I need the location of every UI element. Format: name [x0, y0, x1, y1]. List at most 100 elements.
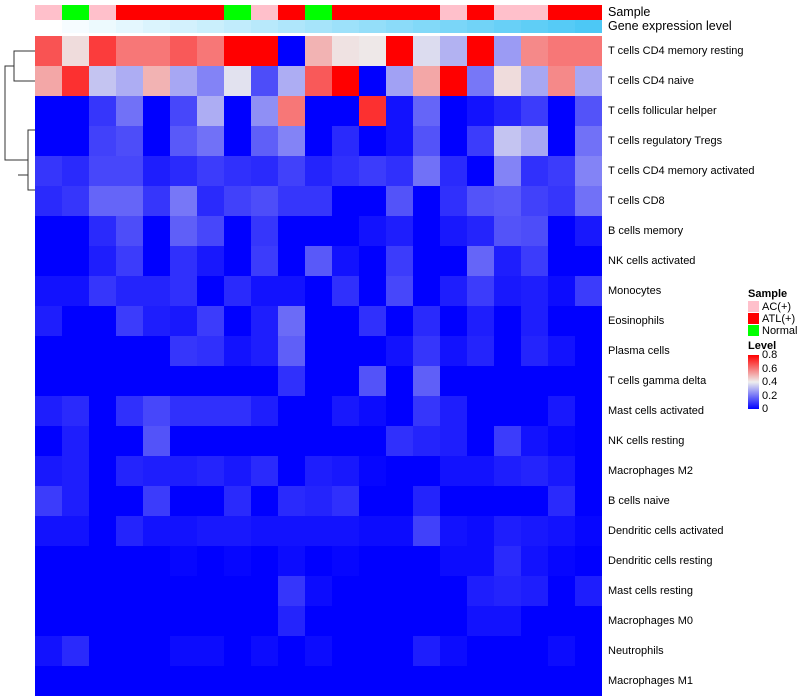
heatmap-cell: [440, 306, 467, 336]
gene-level-cell: [143, 20, 170, 33]
heatmap-cell: [278, 576, 305, 606]
heatmap-cell: [116, 96, 143, 126]
heatmap-cell: [62, 576, 89, 606]
legend-swatch-atl: [748, 313, 759, 324]
heatmap-cell: [494, 426, 521, 456]
heatmap-cell: [386, 516, 413, 546]
heatmap-cell: [305, 36, 332, 66]
heatmap-cell: [251, 426, 278, 456]
heatmap-cell: [548, 336, 575, 366]
heatmap-cell: [35, 216, 62, 246]
heatmap-cell: [332, 216, 359, 246]
heatmap-cell: [494, 96, 521, 126]
heatmap-cell: [332, 96, 359, 126]
heatmap-cell: [89, 426, 116, 456]
heatmap-cell: [467, 546, 494, 576]
heatmap-cell: [548, 456, 575, 486]
sample-cell: [116, 5, 143, 20]
heatmap-cell: [359, 186, 386, 216]
level-tick-0.8: 0.8: [762, 349, 778, 361]
heatmap-cell: [35, 186, 62, 216]
heatmap-cell: [305, 396, 332, 426]
heatmap-cell: [386, 126, 413, 156]
heatmap-cell: [521, 576, 548, 606]
gene-expression-annotation-track: [35, 20, 602, 33]
sample-cell: [494, 5, 521, 20]
heatmap-cell: [143, 276, 170, 306]
heatmap-cell: [521, 606, 548, 636]
heatmap-cell: [305, 636, 332, 666]
heatmap-cell: [224, 456, 251, 486]
heatmap-cell: [548, 276, 575, 306]
heatmap-cell: [494, 486, 521, 516]
heatmap-cell: [170, 576, 197, 606]
sample-cell: [521, 5, 548, 20]
heatmap-cell: [413, 66, 440, 96]
heatmap-cell: [332, 306, 359, 336]
sample-cell: [143, 5, 170, 20]
row-label: T cells follicular helper: [608, 105, 717, 117]
heatmap-cell: [521, 516, 548, 546]
heatmap-cell: [413, 636, 440, 666]
heatmap-cell: [278, 606, 305, 636]
heatmap-cell: [251, 186, 278, 216]
heatmap-cell: [278, 246, 305, 276]
heatmap-cell: [521, 666, 548, 696]
heatmap-cell: [251, 276, 278, 306]
heatmap-cell: [62, 126, 89, 156]
heatmap-cell: [197, 126, 224, 156]
heatmap-cell: [494, 366, 521, 396]
row-label: NK cells resting: [608, 435, 685, 447]
heatmap-cell: [359, 606, 386, 636]
heatmap-cell: [143, 216, 170, 246]
heatmap-cell: [116, 336, 143, 366]
heatmap-cell: [224, 516, 251, 546]
heatmap-cell: [467, 246, 494, 276]
heatmap-cell: [386, 276, 413, 306]
heatmap-cell: [89, 666, 116, 696]
heatmap-cell: [548, 96, 575, 126]
heatmap-cell: [575, 486, 602, 516]
heatmap-cell: [575, 516, 602, 546]
heatmap-cell: [386, 426, 413, 456]
legend-level-title: Level: [748, 340, 777, 352]
sample-cell: [251, 5, 278, 20]
heatmap-cell: [197, 66, 224, 96]
heatmap-cell: [575, 306, 602, 336]
row-label: B cells naive: [608, 495, 670, 507]
heatmap-cell: [305, 336, 332, 366]
heatmap-cell: [116, 126, 143, 156]
heatmap-cell: [170, 156, 197, 186]
heatmap-cell: [494, 276, 521, 306]
heatmap-cell: [35, 36, 62, 66]
heatmap-cell: [197, 636, 224, 666]
heatmap-cell: [278, 516, 305, 546]
heatmap-cell: [116, 636, 143, 666]
heatmap-cell: [548, 606, 575, 636]
heatmap-cell: [467, 276, 494, 306]
gene-track-label: Gene expression level: [608, 19, 732, 33]
heatmap-cell: [386, 636, 413, 666]
heatmap-cell: [251, 576, 278, 606]
gene-level-cell: [116, 20, 143, 33]
heatmap-cell: [224, 186, 251, 216]
heatmap-cell: [143, 636, 170, 666]
heatmap-cell: [305, 606, 332, 636]
heatmap-cell: [305, 186, 332, 216]
heatmap-cell: [359, 246, 386, 276]
heatmap-cell: [224, 66, 251, 96]
heatmap-cell: [521, 336, 548, 366]
sample-cell: [413, 5, 440, 20]
heatmap-cell: [386, 546, 413, 576]
gene-level-cell: [413, 20, 440, 33]
heatmap-cell: [116, 426, 143, 456]
heatmap-cell: [197, 456, 224, 486]
heatmap-cell: [35, 546, 62, 576]
heatmap-cell: [548, 486, 575, 516]
heatmap-cell: [35, 66, 62, 96]
heatmap-cell: [467, 666, 494, 696]
heatmap-cell: [575, 156, 602, 186]
heatmap-cell: [521, 186, 548, 216]
heatmap-cell: [143, 366, 170, 396]
heatmap-cell: [332, 36, 359, 66]
